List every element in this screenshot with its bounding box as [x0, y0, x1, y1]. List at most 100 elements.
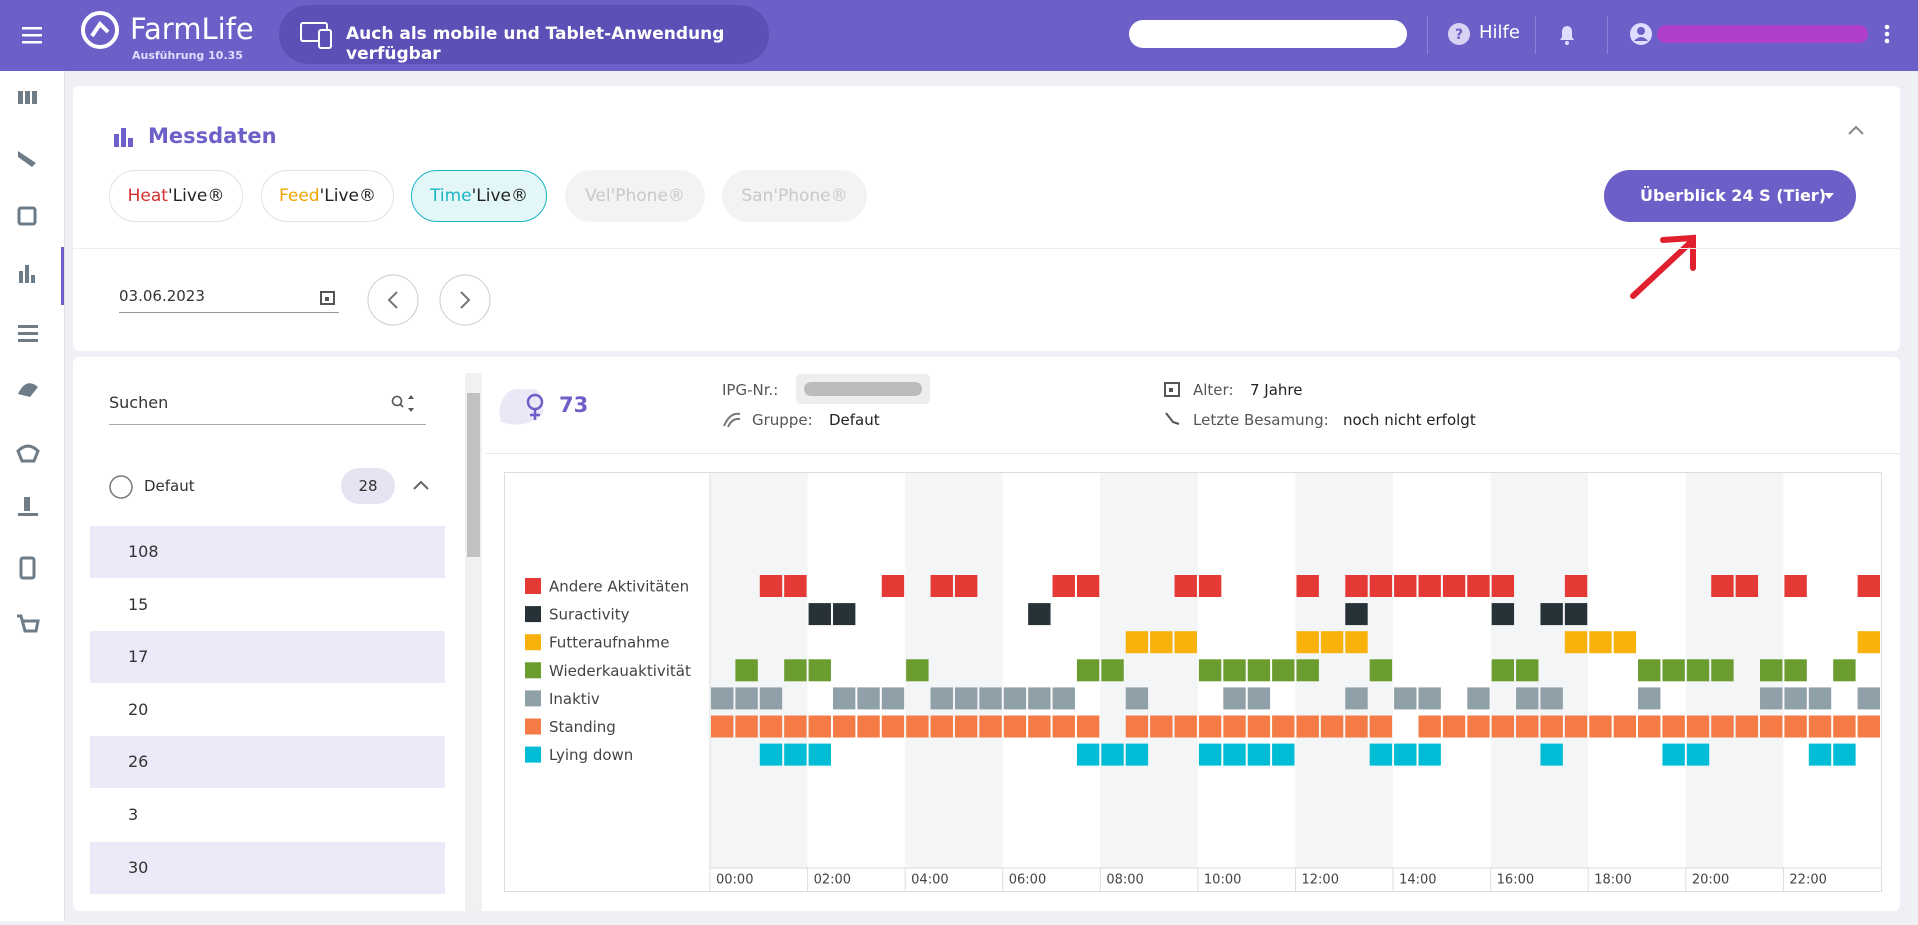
- activity-cell: [930, 715, 953, 738]
- avatar-icon[interactable]: [1629, 22, 1653, 46]
- legend-label: Inaktiv: [549, 690, 600, 708]
- activity-cell: [808, 743, 831, 766]
- activity-cell: [784, 575, 807, 597]
- activity-cell: [1296, 631, 1319, 654]
- tab-timelive[interactable]: Time 'Live®: [411, 170, 547, 222]
- animal-row[interactable]: 15: [90, 579, 445, 631]
- date-input[interactable]: 03.06.2023: [119, 287, 205, 305]
- animal-row[interactable]: 17: [90, 631, 445, 684]
- more-icon[interactable]: [1880, 22, 1894, 48]
- activity-cell: [1272, 659, 1295, 682]
- annotation-arrow: [1630, 234, 1696, 299]
- activity-cell: [1760, 715, 1783, 738]
- animal-row[interactable]: 26: [90, 736, 445, 789]
- animal-row[interactable]: 108: [90, 526, 445, 578]
- tab-heatlive[interactable]: Heat 'Live®: [109, 170, 243, 222]
- activity-cell: [832, 603, 856, 626]
- activity-cell: [784, 659, 807, 682]
- activity-cell: [759, 743, 783, 766]
- activity-cell: [1686, 715, 1710, 738]
- activity-cell: [1125, 743, 1149, 766]
- divider: [1607, 16, 1608, 54]
- x-tick-label: 22:00: [1789, 873, 1826, 888]
- legend-label: Lying down: [549, 746, 633, 764]
- next-day-button[interactable]: [438, 273, 492, 327]
- activity-cell: [1150, 631, 1173, 654]
- cow-icon: [499, 388, 544, 425]
- user-name-redacted[interactable]: [1657, 25, 1868, 43]
- search-field[interactable]: [1129, 20, 1407, 48]
- activity-cell: [1394, 575, 1417, 597]
- activity-cell: [1711, 575, 1734, 597]
- tab-brand: San: [741, 186, 774, 206]
- animal-row[interactable]: 30: [90, 841, 445, 894]
- x-tick-label: 18:00: [1594, 873, 1631, 888]
- scrollbar[interactable]: [465, 373, 482, 911]
- help-icon[interactable]: ?: [1447, 22, 1471, 46]
- device-icon: [300, 22, 332, 49]
- age-label: Alter:: [1193, 381, 1234, 399]
- x-tick-label: 10:00: [1204, 873, 1241, 888]
- search-underline: [109, 424, 426, 425]
- animal-id: 15: [128, 594, 149, 614]
- banner: Auch als mobile und Tablet-Anwendung ver…: [279, 5, 769, 64]
- activity-cell: [1394, 743, 1417, 766]
- activity-cell: [1808, 743, 1832, 766]
- activity-cell: [1418, 687, 1441, 710]
- calendar-icon[interactable]: [320, 289, 336, 305]
- activity-cell: [1174, 715, 1197, 738]
- activity-cell: [1857, 575, 1880, 597]
- group-collapse-icon[interactable]: [412, 478, 430, 492]
- x-tick-label: 12:00: [1302, 873, 1339, 888]
- activity-cell: [1076, 575, 1100, 597]
- age-value: 7 Jahre: [1250, 381, 1303, 399]
- activity-cell: [979, 715, 1002, 738]
- tab-feedlive[interactable]: Feed 'Live®: [261, 170, 394, 222]
- divider: [1427, 16, 1428, 54]
- legend-swatch: [525, 578, 541, 594]
- activity-cell: [1101, 743, 1124, 766]
- activity-cell: [1369, 715, 1393, 738]
- activity-cell: [1784, 575, 1807, 597]
- legend-label: Andere Aktivitäten: [549, 578, 689, 596]
- activity-cell: [784, 743, 807, 766]
- tab-suffix: 'Live®: [319, 186, 376, 206]
- logo: [81, 11, 119, 49]
- activity-cell: [1198, 575, 1222, 597]
- activity-cell: [1540, 743, 1563, 766]
- activity-cell: [1052, 575, 1075, 597]
- bell-icon[interactable]: [1556, 22, 1578, 46]
- collapse-icon[interactable]: [1846, 122, 1866, 138]
- activity-cell: [1296, 715, 1319, 738]
- search-input[interactable]: Suchen: [109, 393, 169, 412]
- activity-cell: [1491, 659, 1515, 682]
- scroll-thumb[interactable]: [467, 393, 480, 557]
- activity-cell: [1833, 715, 1856, 738]
- search-icon[interactable]: [390, 392, 426, 418]
- group-label: Gruppe:: [752, 411, 813, 429]
- activity-cell: [1369, 659, 1393, 682]
- activity-cell: [1735, 715, 1759, 738]
- group-value: Defaut: [829, 411, 880, 429]
- activity-cell: [1711, 659, 1734, 682]
- prev-day-button[interactable]: [366, 273, 420, 327]
- view-dropdown[interactable]: Überblick 24 S (Tier): [1604, 170, 1856, 222]
- help-link[interactable]: Hilfe: [1479, 22, 1520, 43]
- top-bar: FarmLife Ausführung 10.35 Auch als mobil…: [0, 0, 1918, 71]
- animal-row[interactable]: 3: [90, 789, 445, 841]
- activity-cell: [1394, 687, 1417, 710]
- divider: [73, 248, 1900, 249]
- animal-row[interactable]: 20: [90, 684, 445, 736]
- insemination-label: Letzte Besamung:: [1193, 411, 1329, 429]
- sidebar-icons[interactable]: [0, 71, 64, 921]
- animal-id: 17: [128, 647, 149, 667]
- group-radio[interactable]: [108, 474, 134, 500]
- activity-cell: [1052, 687, 1075, 710]
- insemination-value: noch nicht erfolgt: [1343, 411, 1476, 429]
- animal-id: 108: [128, 542, 159, 561]
- activity-cell: [930, 575, 953, 597]
- activity-cell: [1125, 687, 1149, 710]
- activity-cell: [1247, 687, 1271, 710]
- menu-icon[interactable]: [18, 20, 48, 50]
- activity-cell: [1491, 715, 1515, 738]
